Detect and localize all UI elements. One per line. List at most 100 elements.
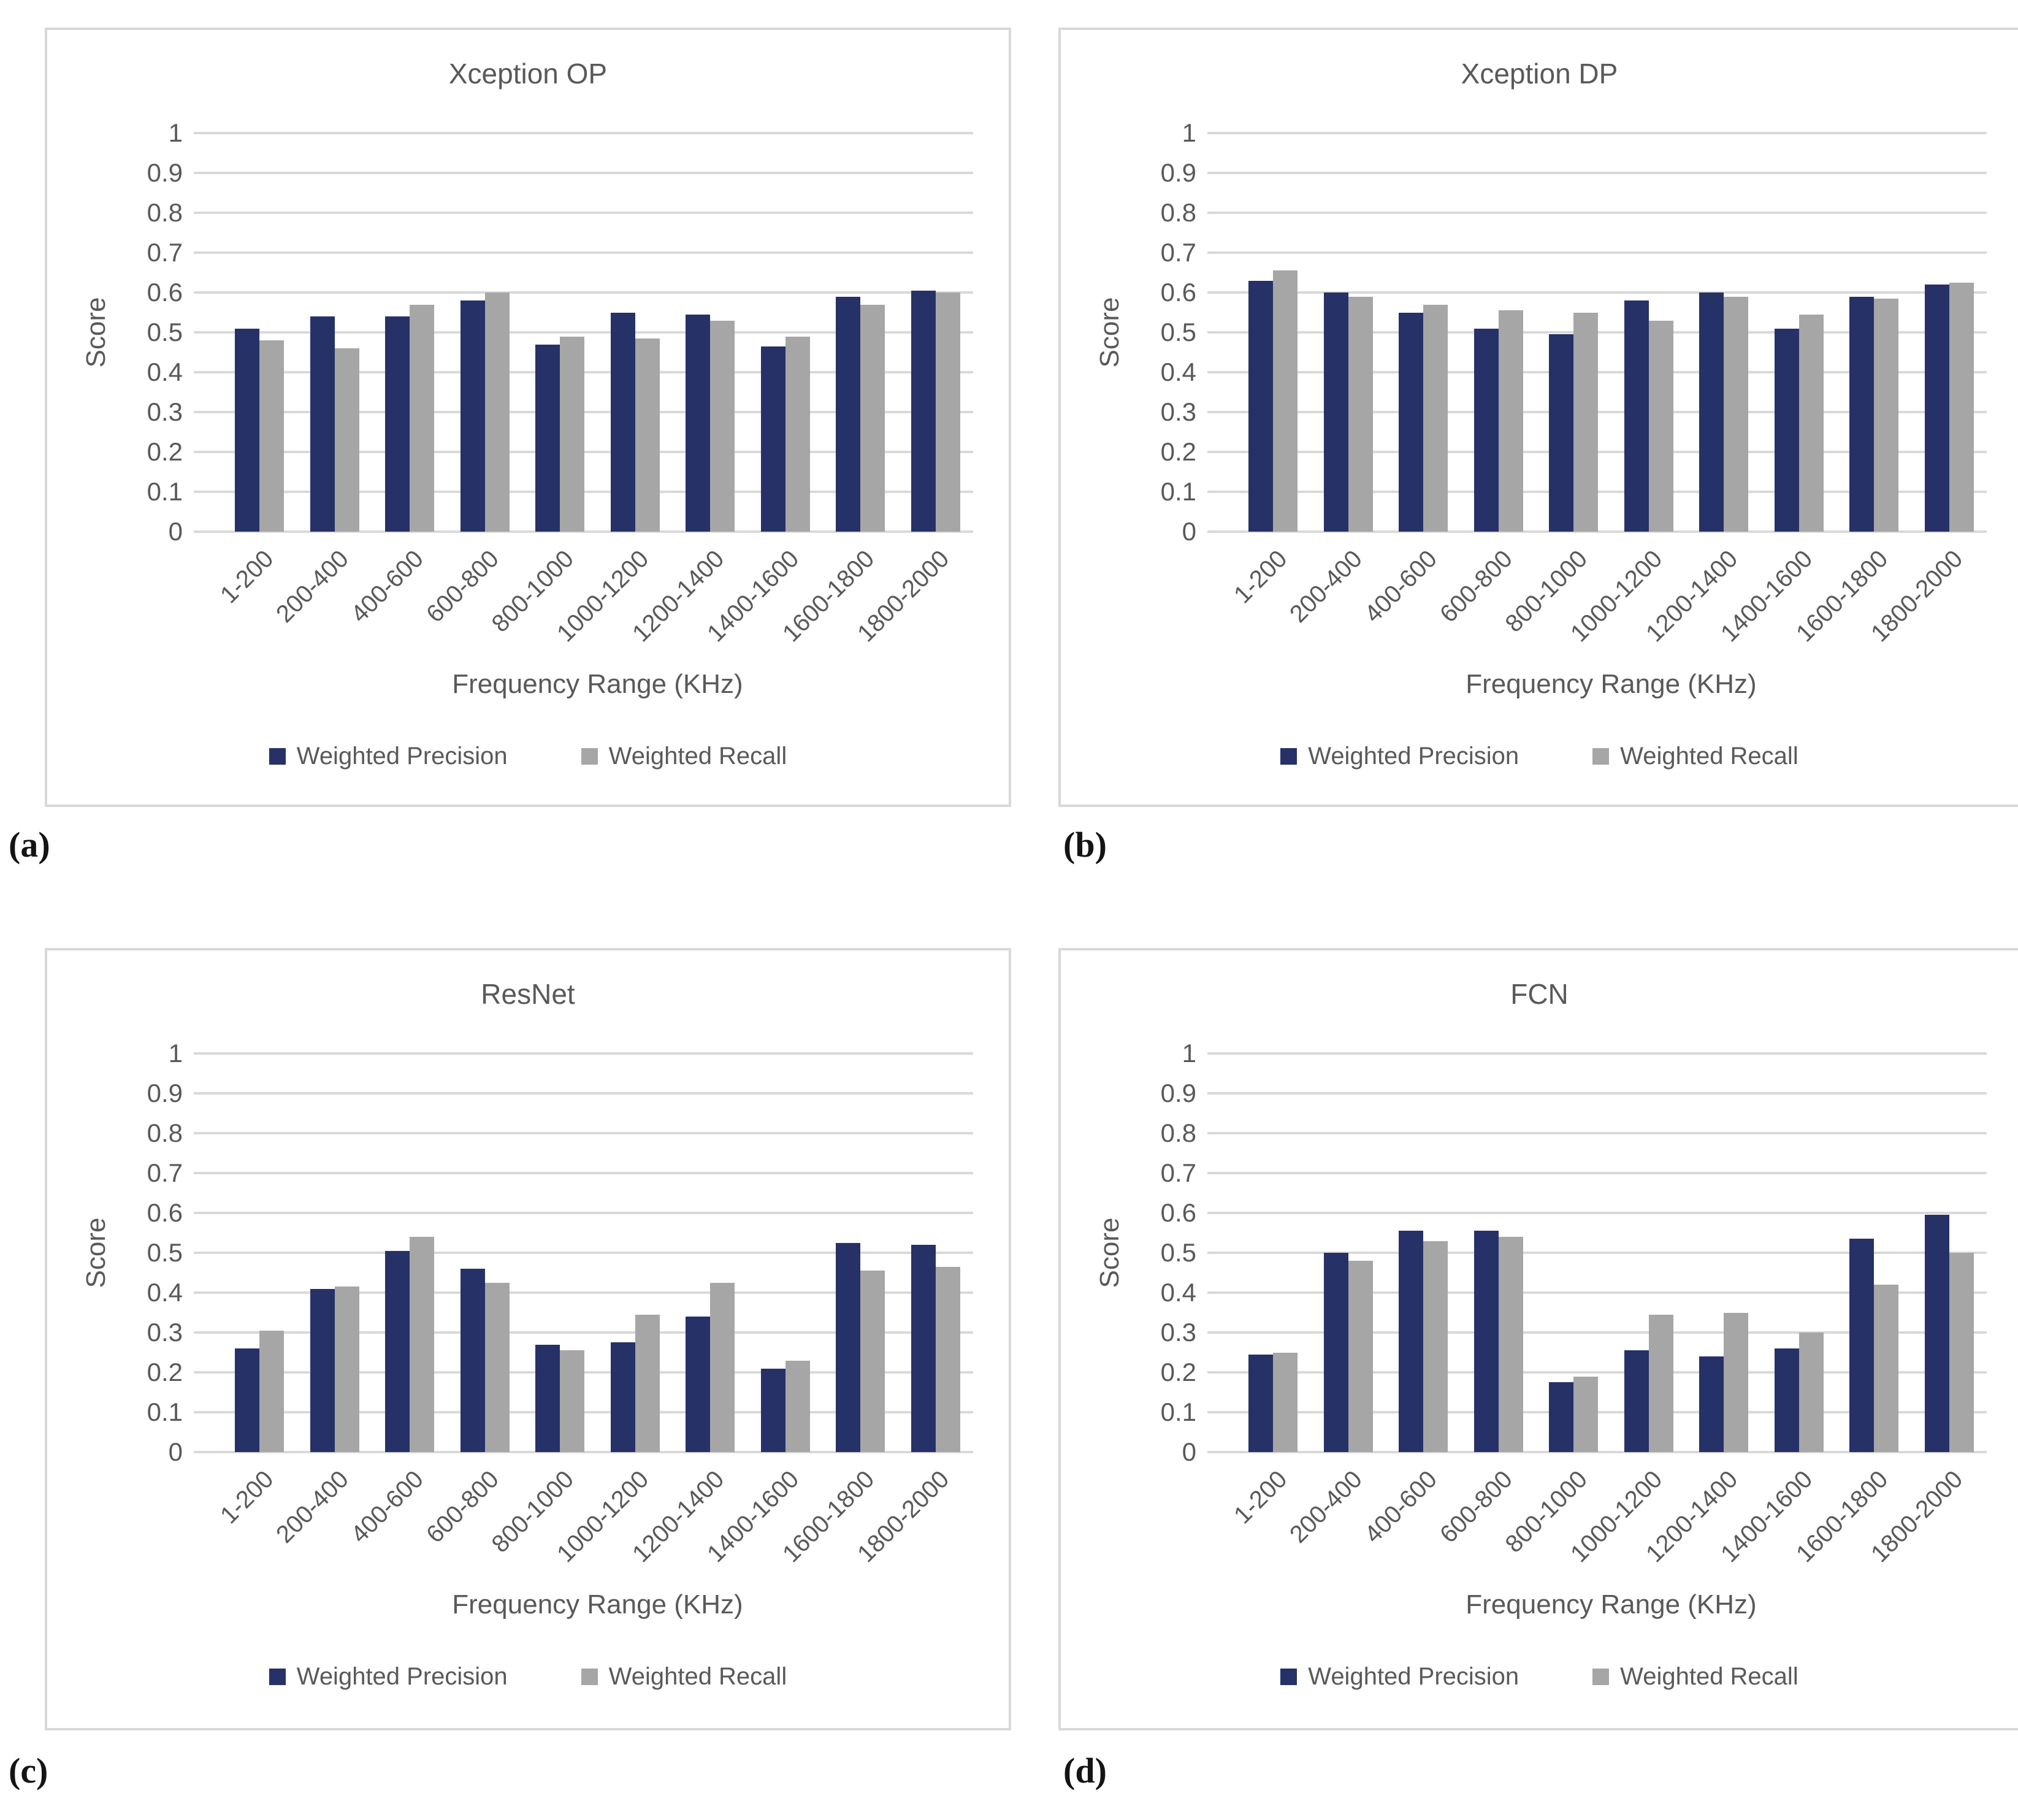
- legend-label: Weighted Precision: [296, 1663, 508, 1690]
- bar-group: [748, 133, 824, 532]
- x-axis-title: Frequency Range (KHz): [1466, 669, 1757, 699]
- gridline: [1207, 1092, 1987, 1095]
- y-tick-label: 0.8: [147, 1118, 183, 1147]
- y-tick-label: 0: [168, 517, 183, 546]
- x-axis-title: Frequency Range (KHz): [452, 669, 743, 699]
- legend-item-weighted-precision: Weighted Precision: [1280, 1663, 1519, 1691]
- gridline: [194, 1212, 973, 1214]
- gridline: [194, 1451, 973, 1453]
- bar-weighted-recall: [785, 336, 810, 532]
- bar-weighted-recall: [1874, 298, 1899, 532]
- bar-weighted-precision: [686, 1317, 711, 1452]
- bar-group: [1836, 133, 1912, 532]
- bar-weighted-recall: [860, 304, 885, 532]
- legend-item-weighted-recall: Weighted Recall: [1592, 743, 1798, 770]
- y-tick-label: 0.7: [147, 238, 183, 267]
- legend-item-weighted-recall: Weighted Recall: [581, 743, 787, 770]
- plot-area: 1 0.9 0.8 0.7 0.6 0.5 0.4 0.3 0.2 0.1 0 1-200 200-40…: [1161, 118, 1987, 647]
- bar-weighted-recall: [1573, 1376, 1599, 1452]
- bar-weighted-recall: [1498, 310, 1523, 532]
- y-tick-label: 0.2: [1160, 437, 1196, 466]
- bar-group: [1762, 133, 1837, 532]
- bar-group: [1536, 1053, 1611, 1452]
- bar-weighted-precision: [1399, 312, 1424, 532]
- gridline: [1207, 1252, 1987, 1254]
- bar-weighted-precision: [1549, 1382, 1574, 1452]
- bar-weighted-precision: [535, 1344, 560, 1452]
- legend-label: Weighted Recall: [608, 743, 787, 770]
- gridline: [194, 1331, 973, 1334]
- chart-title: Xception OP: [448, 58, 608, 90]
- gridline: [1207, 1052, 1987, 1055]
- x-tick-label: 200-400: [1284, 545, 1367, 628]
- y-tick-label: 1: [168, 1039, 183, 1068]
- bar-weighted-precision: [235, 1348, 260, 1452]
- bar-weighted-recall: [1798, 1332, 1824, 1452]
- bar-weighted-recall: [1648, 320, 1673, 532]
- y-tick-label: 0.5: [147, 318, 183, 346]
- gridline: [1207, 1172, 1987, 1174]
- x-tick-label: 1-200: [215, 545, 279, 609]
- y-tick-label: 0.4: [1160, 358, 1196, 386]
- bar-weighted-recall: [1949, 1253, 1974, 1452]
- y-tick-label: 0: [1182, 1437, 1196, 1466]
- bar-group: [1536, 133, 1611, 532]
- bar-group: [1236, 133, 1311, 532]
- bar-weighted-precision: [1924, 1215, 1949, 1452]
- bar-group: [1762, 1053, 1837, 1452]
- bar-group: [1461, 133, 1537, 532]
- bar-groups: [1236, 133, 1987, 532]
- bar-weighted-precision: [686, 314, 711, 532]
- x-tick-label: 400-600: [1359, 545, 1443, 628]
- bar-group: [1912, 133, 1987, 532]
- gridline: [1207, 172, 1987, 174]
- y-tick-label: 0.6: [147, 1198, 183, 1227]
- bar-weighted-precision: [235, 328, 260, 532]
- y-tick-label: 0.8: [1160, 198, 1196, 227]
- x-tick-label: 1-200: [215, 1466, 279, 1529]
- bar-weighted-recall: [1949, 282, 1974, 532]
- bar-weighted-recall: [635, 1314, 660, 1452]
- gridline: [194, 530, 973, 533]
- y-tick-label: 0.2: [147, 437, 183, 466]
- bar-group: [1611, 133, 1687, 532]
- bar-group: [448, 133, 523, 532]
- y-tick-label: 0.4: [147, 1278, 183, 1307]
- y-tick-label: 0: [168, 1437, 183, 1466]
- y-tick-label: 0.1: [1160, 1398, 1196, 1426]
- bar-weighted-recall: [1273, 270, 1298, 532]
- y-tick-label: 0.3: [147, 1318, 183, 1347]
- bar-weighted-recall: [1724, 296, 1749, 532]
- gridline: [1207, 1132, 1987, 1134]
- bar-weighted-recall: [1348, 296, 1373, 532]
- bar-weighted-recall: [1498, 1237, 1523, 1452]
- bar-group: [222, 133, 297, 532]
- precision-swatch-icon: [1280, 748, 1298, 765]
- bar-weighted-recall: [484, 1282, 510, 1452]
- gridline: [194, 1052, 973, 1055]
- figure-caption-a: (a): [9, 825, 50, 865]
- bar-weighted-precision: [1699, 292, 1724, 532]
- bar-groups: [222, 1053, 973, 1452]
- gridline: [1207, 132, 1987, 134]
- y-tick-label: 0.1: [147, 1398, 183, 1426]
- x-axis-title: Frequency Range (KHz): [452, 1589, 743, 1619]
- bar-weighted-recall: [410, 1237, 435, 1452]
- gridline: [194, 1252, 973, 1254]
- bar-group: [372, 1053, 448, 1452]
- bar-weighted-precision: [385, 316, 410, 532]
- x-tick-label: 200-400: [1284, 1466, 1367, 1548]
- bar-group: [1836, 1053, 1912, 1452]
- bar-group: [1311, 133, 1386, 532]
- y-tick-label: 0.9: [147, 158, 183, 187]
- y-tick-label: 0.7: [147, 1158, 183, 1187]
- legend-item-weighted-precision: Weighted Precision: [269, 1663, 508, 1691]
- y-tick-label: 0.1: [1160, 477, 1196, 506]
- x-tick-label: 1-200: [1228, 1466, 1293, 1529]
- y-tick-label: 0.5: [1160, 1238, 1196, 1267]
- bar-weighted-precision: [1473, 328, 1499, 532]
- x-tick-label: 400-600: [346, 545, 429, 628]
- gridline: [194, 1092, 973, 1095]
- bar-group: [1912, 1053, 1987, 1452]
- legend-label: Weighted Recall: [1620, 743, 1798, 770]
